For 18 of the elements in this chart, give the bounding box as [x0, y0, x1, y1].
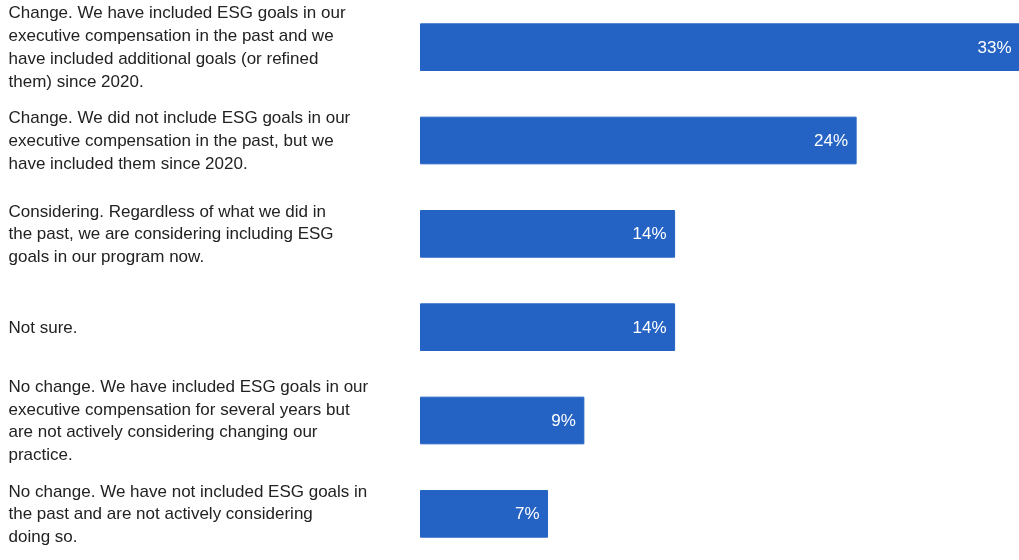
bar [420, 490, 549, 538]
data-label: 9% [551, 411, 576, 430]
y-tick-label: Change. We did not include ESG goals in our executive compensation in the past, but we have included them since 2020. [8, 108, 351, 173]
bar [420, 116, 857, 165]
y-tick-label: No change. We have not included ESG goals in the past and are not actively considering doing so. [8, 481, 368, 547]
data-label: 24% [814, 131, 849, 150]
y-tick-label: Considering. Regardless of what we did in the past, we are considering including ESG goals in our program now. [8, 201, 334, 267]
bar [420, 396, 585, 445]
data-label: 7% [514, 504, 540, 524]
bar [420, 210, 676, 258]
y-tick-label: No change. We have included ESG goals in our executive compensation for several years but are not actively considering changing our practice. [8, 376, 369, 465]
y-tick-label: Not sure. [8, 317, 78, 337]
bar [420, 23, 1019, 71]
bar [420, 303, 676, 351]
data-label: 33% [977, 37, 1012, 57]
y-tick-label: Change. We have included ESG goals in our executive compensation in the past and we have included additional goals (or refined them) since 2020. [8, 3, 346, 91]
data-label: 14% [632, 224, 667, 244]
data-label: 14% [632, 317, 667, 337]
